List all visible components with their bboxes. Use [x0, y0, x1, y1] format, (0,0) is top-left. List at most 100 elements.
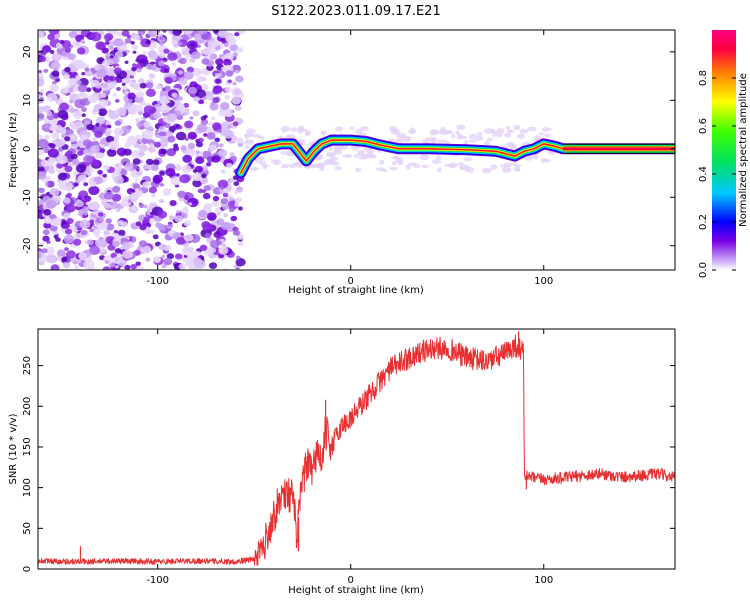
- noise-blob: [211, 200, 220, 207]
- noise-blob: [189, 81, 198, 89]
- halo-blob: [424, 137, 435, 142]
- noise-blob: [44, 124, 49, 128]
- noise-blob: [214, 137, 220, 143]
- noise-blob: [223, 213, 229, 218]
- noise-blob: [135, 265, 145, 270]
- noise-blob: [100, 82, 112, 91]
- noise-blob: [138, 78, 145, 84]
- noise-blob: [149, 74, 156, 80]
- noise-blob: [167, 135, 176, 143]
- noise-blob: [48, 168, 56, 174]
- noise-blob: [145, 88, 156, 98]
- halo-blob: [456, 124, 466, 130]
- halo-blob: [546, 127, 552, 131]
- halo-blob: [481, 167, 492, 174]
- noise-blob: [198, 210, 207, 218]
- noise-blob: [198, 137, 204, 143]
- noise-blob: [124, 264, 131, 270]
- noise-blob: [168, 125, 176, 132]
- noise-blob: [90, 159, 100, 167]
- noise-blob: [203, 114, 208, 119]
- colorbar-scale: [712, 30, 736, 270]
- noise-blob: [164, 85, 171, 91]
- noise-blob: [112, 186, 121, 193]
- noise-blob: [86, 239, 94, 246]
- noise-blob: [221, 66, 226, 71]
- halo-blob: [333, 145, 340, 149]
- noise-blob: [172, 146, 180, 152]
- noise-blob: [56, 162, 64, 169]
- noise-blob: [150, 211, 154, 216]
- noise-blob: [223, 108, 234, 117]
- noise-blob: [234, 70, 240, 74]
- noise-blob: [203, 47, 214, 56]
- x-tick-label: 0: [348, 575, 354, 586]
- noise-blob: [161, 95, 168, 101]
- noise-blob: [166, 99, 171, 104]
- halo-blob: [244, 140, 254, 145]
- noise-blob: [175, 209, 181, 214]
- noise-blob: [88, 185, 100, 196]
- noise-blob: [219, 143, 224, 148]
- halo-blob: [332, 150, 343, 155]
- noise-blob: [43, 134, 50, 140]
- noise-blob: [114, 248, 122, 254]
- noise-blob: [202, 96, 207, 100]
- noise-blob: [38, 113, 45, 119]
- noise-blob: [92, 228, 101, 236]
- noise-blob: [212, 97, 220, 104]
- noise-blob: [182, 246, 194, 256]
- noise-blob: [50, 187, 60, 197]
- noise-blob: [186, 66, 195, 73]
- noise-blob: [53, 234, 59, 239]
- noise-blob: [174, 215, 183, 223]
- noise-blob: [104, 33, 114, 41]
- noise-blob: [177, 190, 186, 198]
- noise-blob: [171, 92, 178, 98]
- noise-blob: [228, 207, 235, 213]
- noise-blob: [131, 44, 139, 51]
- noise-blob: [72, 110, 81, 118]
- noise-blob: [234, 105, 242, 111]
- noise-blob: [135, 261, 141, 267]
- noise-blob: [150, 164, 159, 172]
- noise-blob: [232, 52, 239, 57]
- noise-blob: [177, 125, 183, 130]
- noise-blob: [208, 262, 218, 269]
- noise-blob: [223, 58, 232, 67]
- y-tick-label: 10: [22, 94, 33, 107]
- halo-blob: [328, 146, 334, 151]
- halo-blob: [463, 164, 469, 170]
- noise-blob: [170, 176, 182, 186]
- halo-blob: [361, 153, 371, 159]
- noise-blob: [194, 165, 203, 173]
- noise-blob: [92, 137, 97, 142]
- noise-blob: [237, 241, 244, 247]
- noise-blob: [42, 105, 51, 113]
- noise-blob: [128, 105, 135, 110]
- noise-blob: [121, 82, 126, 86]
- halo-blob: [524, 156, 533, 161]
- noise-blob: [38, 166, 45, 173]
- noise-blob: [196, 75, 205, 83]
- noise-blob: [212, 88, 220, 95]
- halo-blob: [505, 125, 511, 130]
- noise-blob: [105, 67, 117, 77]
- noise-blob: [237, 137, 244, 142]
- noise-blob: [145, 39, 151, 45]
- noise-blob: [148, 51, 159, 61]
- noise-blob: [116, 147, 127, 156]
- noise-blob: [74, 99, 86, 109]
- halo-blob: [308, 164, 318, 169]
- halo-blob: [366, 148, 374, 155]
- noise-blob: [104, 260, 110, 264]
- y-tick-label: 100: [22, 478, 33, 497]
- halo-blob: [280, 151, 290, 155]
- noise-blob: [177, 96, 183, 101]
- noise-blob: [52, 120, 58, 125]
- noise-blob: [209, 102, 219, 111]
- halo-blob: [329, 156, 339, 161]
- noise-blob: [206, 212, 217, 221]
- noise-blob: [196, 123, 208, 133]
